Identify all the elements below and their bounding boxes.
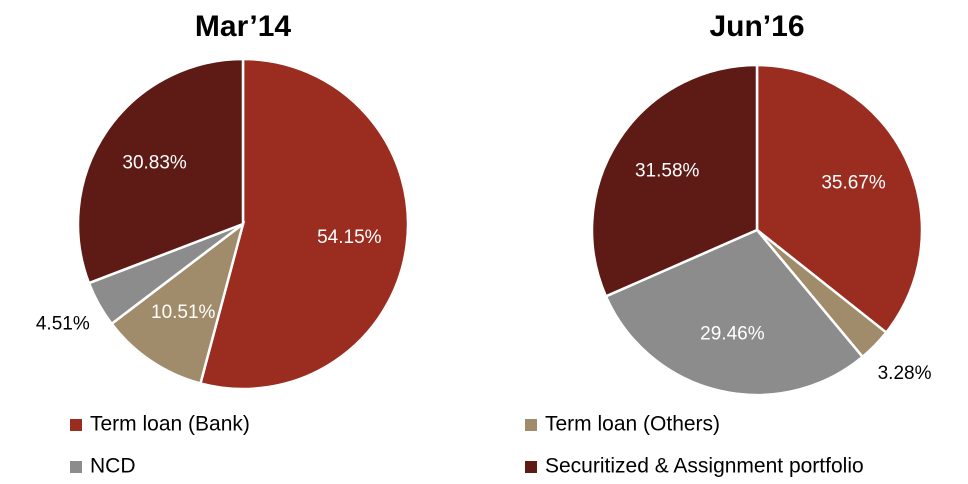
data-label: 29.46% bbox=[700, 323, 765, 344]
legend-label: NCD bbox=[90, 455, 136, 478]
legend-label: Securitized & Assignment portfolio bbox=[545, 455, 864, 478]
data-label: 30.83% bbox=[122, 152, 187, 173]
data-label: 3.28% bbox=[878, 363, 932, 384]
pie-slice bbox=[198, 57, 410, 391]
pie-slice bbox=[109, 220, 246, 385]
legend-swatch bbox=[525, 461, 537, 473]
pie-slice bbox=[76, 57, 245, 285]
data-label: 4.51% bbox=[36, 313, 90, 334]
legend-swatch bbox=[70, 461, 82, 473]
data-label: 35.67% bbox=[821, 172, 886, 193]
chart-title: Mar’14 bbox=[195, 10, 291, 43]
legend-label: Term loan (Bank) bbox=[90, 413, 250, 436]
chart-title: Jun’16 bbox=[709, 10, 804, 43]
legend-swatch bbox=[525, 419, 537, 431]
legend-swatch bbox=[70, 419, 82, 431]
legend-label: Term loan (Others) bbox=[545, 413, 720, 436]
pie-slice bbox=[755, 63, 924, 335]
data-label: 31.58% bbox=[635, 160, 700, 181]
pie-slice bbox=[604, 228, 865, 397]
data-label: 54.15% bbox=[317, 227, 382, 248]
data-label: 10.51% bbox=[151, 302, 216, 323]
pie-slice bbox=[590, 63, 759, 298]
